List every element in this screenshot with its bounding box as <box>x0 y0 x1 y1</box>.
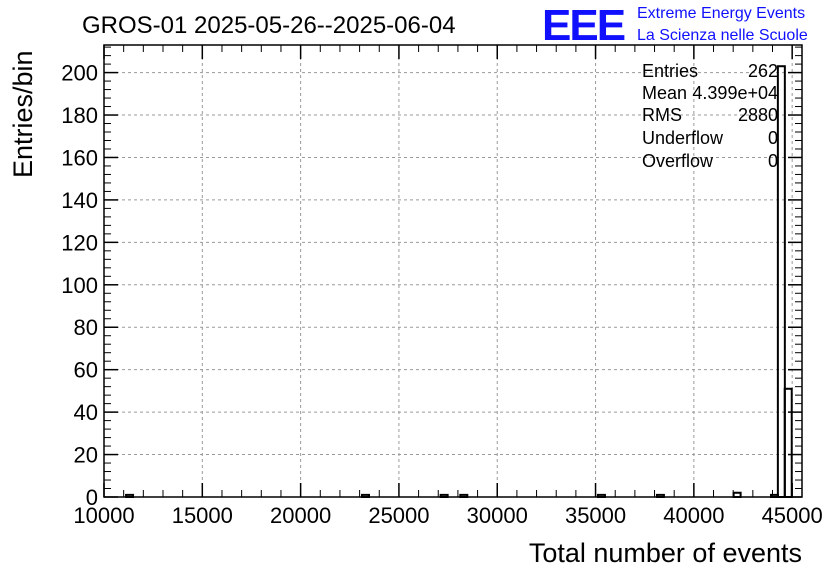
y-tick-label: 60 <box>74 358 98 383</box>
stats-box: Entries 262 Mean 4.399e+04 RMS 2880 Unde… <box>642 61 778 171</box>
x-tick-label: 45000 <box>762 503 823 528</box>
y-axis-ticks: 0 20 40 60 80 100 120 140 160 180 200 <box>61 46 802 510</box>
chart-title: GROS-01 2025-05-26--2025-06-04 <box>82 12 456 39</box>
eee-logo: EEE Extreme Energy Events La Scienza nel… <box>542 1 808 50</box>
y-tick-label: 160 <box>61 145 98 170</box>
stats-mean-value: 4.399e+04 <box>692 83 778 103</box>
x-tick-label: 40000 <box>663 503 724 528</box>
y-tick-label: 100 <box>61 273 98 298</box>
stats-entries-value: 262 <box>748 61 778 81</box>
y-tick-label: 200 <box>61 61 98 86</box>
x-tick-label: 15000 <box>172 503 233 528</box>
stats-rms-value: 2880 <box>738 105 778 125</box>
y-tick-label: 140 <box>61 188 98 213</box>
axes-frame <box>103 44 803 498</box>
eee-logo-line1: Extreme Energy Events <box>637 5 805 22</box>
y-tick-label: 120 <box>61 230 98 255</box>
x-tick-label: 20000 <box>270 503 331 528</box>
grid-lines <box>103 45 802 498</box>
y-tick-label: 80 <box>74 315 98 340</box>
stats-underflow-label: Underflow <box>642 128 724 148</box>
stats-overflow-label: Overflow <box>642 151 714 171</box>
y-axis-label: Entries/bin <box>8 50 38 178</box>
y-tick-label: 0 <box>86 485 98 510</box>
x-tick-label: 25000 <box>368 503 429 528</box>
plot-frame <box>103 44 803 498</box>
x-axis-label: Total number of events <box>529 538 802 568</box>
stats-overflow-value: 0 <box>768 151 778 171</box>
stats-entries-label: Entries <box>642 61 698 81</box>
y-tick-label: 180 <box>61 103 98 128</box>
x-axis-ticks: 10000 15000 20000 25000 30000 35000 40000 45000 <box>73 45 823 528</box>
eee-logo-mark: EEE <box>542 1 625 50</box>
stats-mean-label: Mean <box>642 83 687 103</box>
y-tick-label: 20 <box>74 443 98 468</box>
x-tick-label: 35000 <box>565 503 626 528</box>
stats-underflow-value: 0 <box>768 128 778 148</box>
y-tick-label: 40 <box>74 400 98 425</box>
stats-rms-label: RMS <box>642 105 682 125</box>
x-tick-label: 30000 <box>467 503 528 528</box>
x-tick-label: 10000 <box>73 503 134 528</box>
eee-logo-line2: La Scienza nelle Scuole <box>637 27 808 44</box>
